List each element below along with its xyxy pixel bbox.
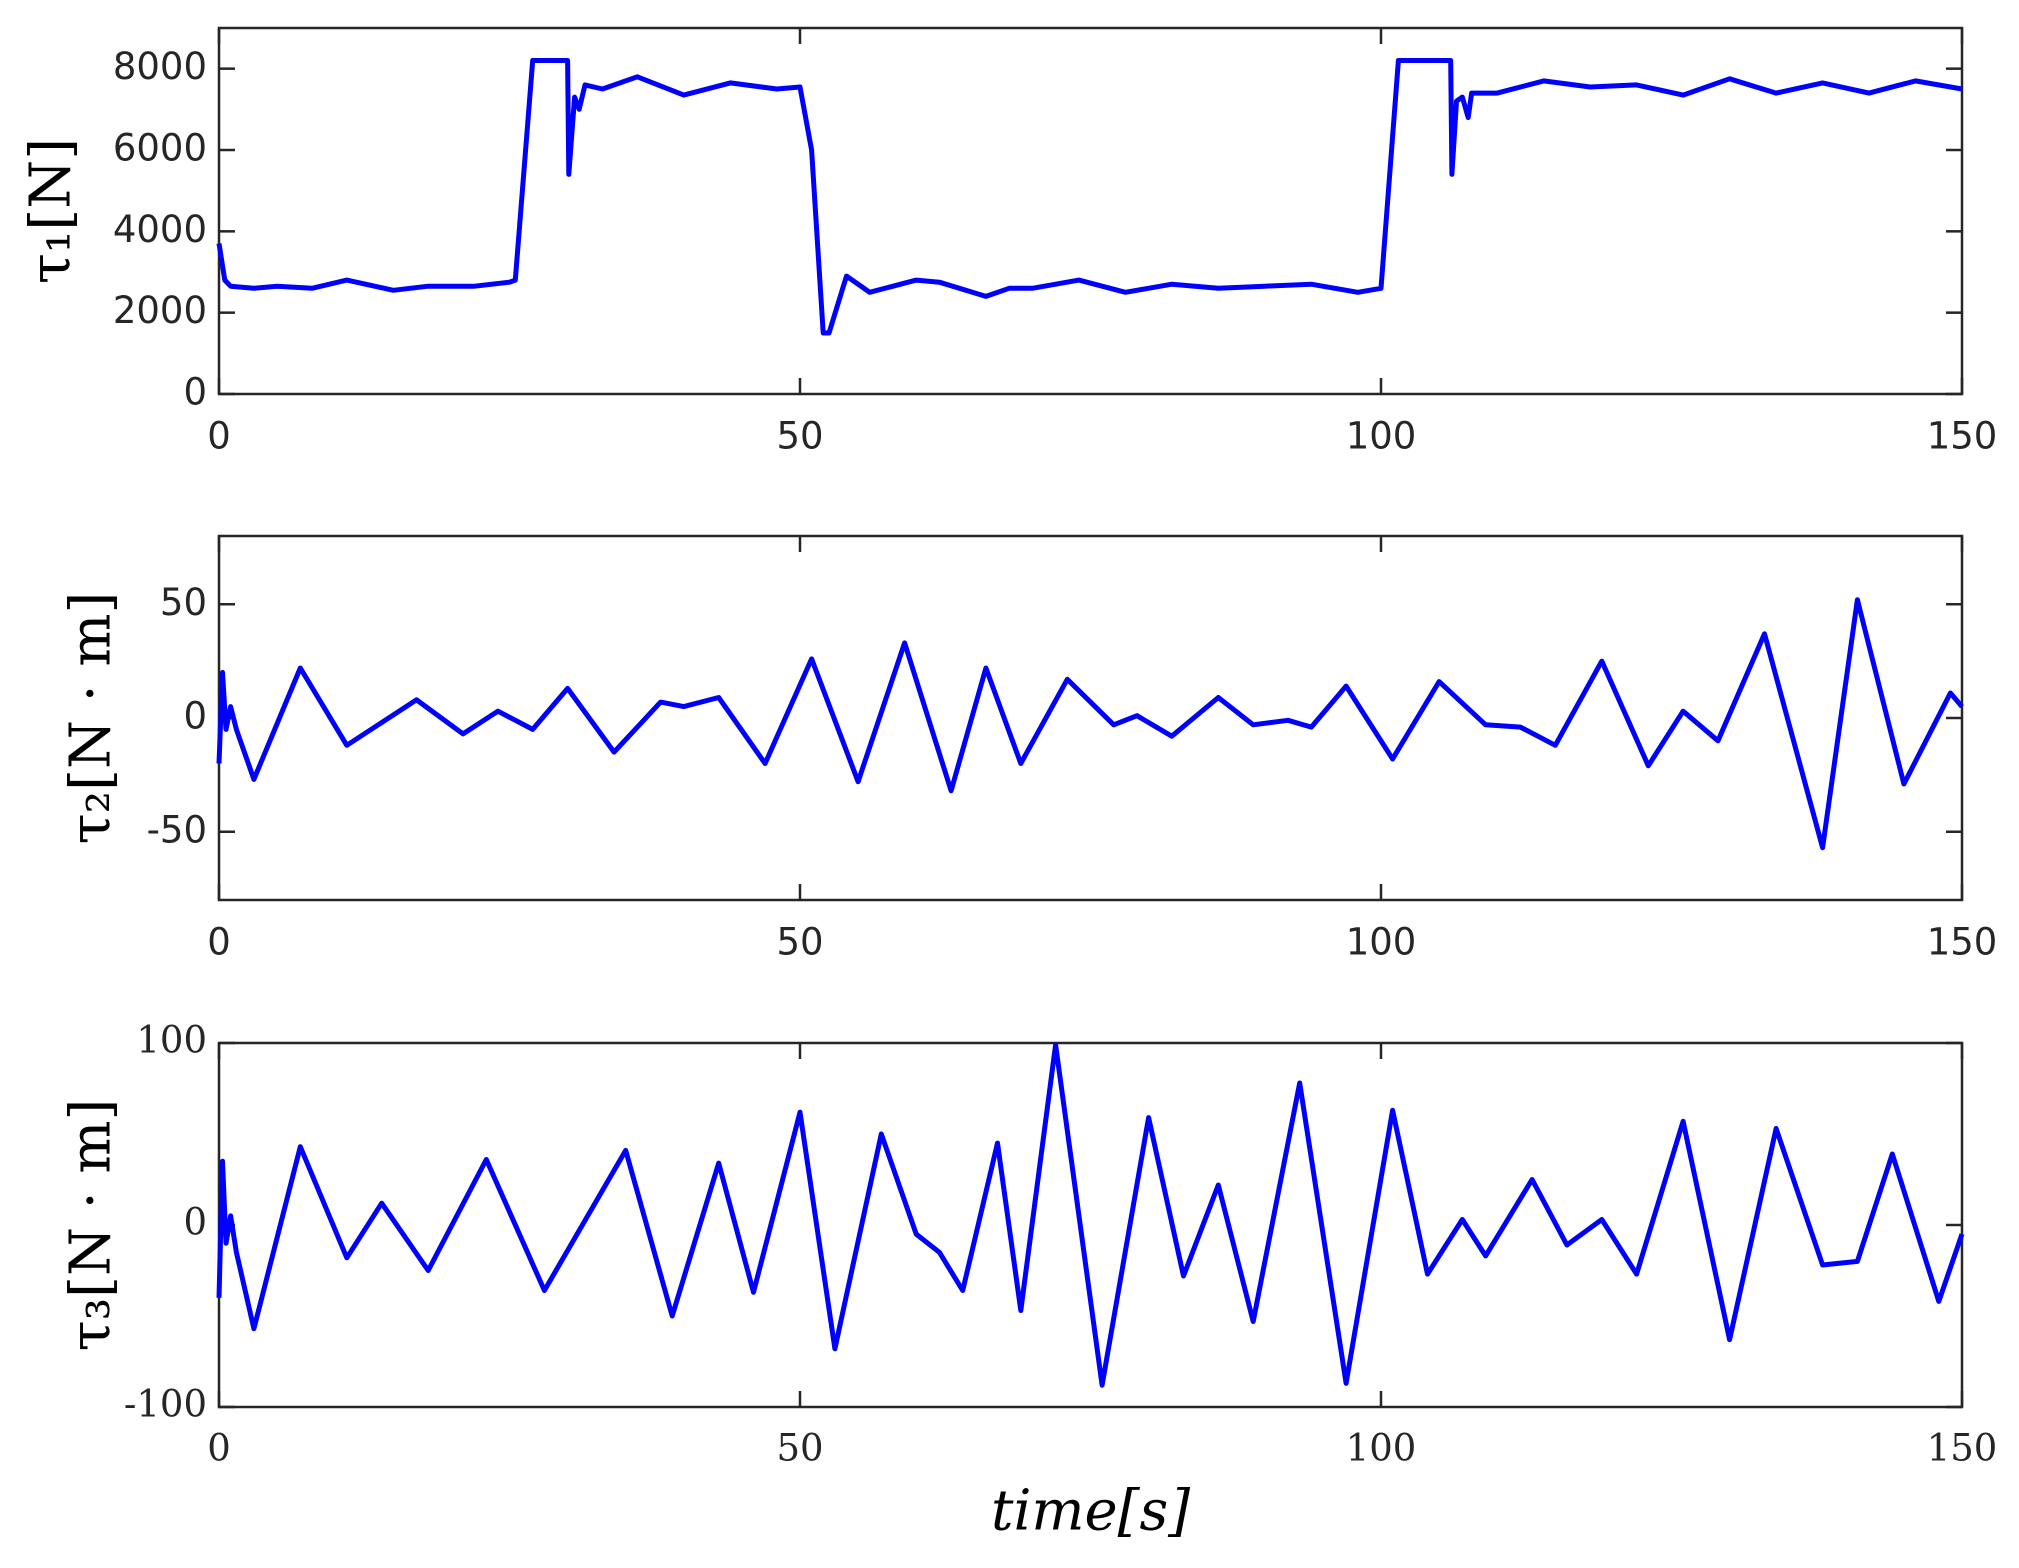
y-axis-label: τ₁[N] <box>19 138 84 284</box>
y-tick-label: 100 <box>136 1019 207 1062</box>
data-line <box>216 58 1963 336</box>
plot-frame <box>217 26 1964 396</box>
x-tick-label: 100 <box>1346 921 1417 964</box>
data-line <box>216 1042 1965 1388</box>
y-tick-label: 6000 <box>113 127 207 170</box>
y-tick-label: 0 <box>183 371 207 414</box>
plot-frame <box>217 534 1964 902</box>
data-line <box>216 597 1964 851</box>
x-tick-label: 50 <box>776 1427 823 1470</box>
x-tick-label: 0 <box>207 921 231 964</box>
y-axis-label: τ₃[N · m] <box>59 1099 124 1352</box>
x-tick-label: 100 <box>1346 415 1417 458</box>
x-tick-label: 150 <box>1927 1427 1998 1470</box>
x-tick-label: 0 <box>207 415 231 458</box>
x-tick-label: 150 <box>1927 921 1998 964</box>
x-tick-label: 100 <box>1346 1427 1417 1470</box>
x-axis-label: time[s] <box>991 1479 1190 1544</box>
y-tick-label: 2000 <box>113 289 207 332</box>
y-tick-label: 4000 <box>113 208 207 251</box>
x-tick-label: 150 <box>1927 415 1998 458</box>
y-tick-label: -50 <box>147 808 207 851</box>
y-tick-label: 8000 <box>113 45 207 88</box>
x-tick-label: 50 <box>776 415 823 458</box>
x-tick-label: 0 <box>207 1427 231 1470</box>
y-tick-label: 0 <box>183 1201 207 1244</box>
subplot: 0 50 100 150 -50 0 50 τ₂[N · m] <box>59 534 1998 964</box>
x-tick-label: 50 <box>776 921 823 964</box>
y-tick-label: 50 <box>160 581 207 624</box>
y-tick-label: 0 <box>183 695 207 738</box>
y-tick-label: -100 <box>124 1383 207 1426</box>
y-axis-label: τ₂[N · m] <box>59 592 124 845</box>
subplot: 0 50 100 150 0 2000 4000 6000 8000 τ₁[N] <box>19 26 1998 458</box>
plot-frame <box>217 1041 1964 1409</box>
